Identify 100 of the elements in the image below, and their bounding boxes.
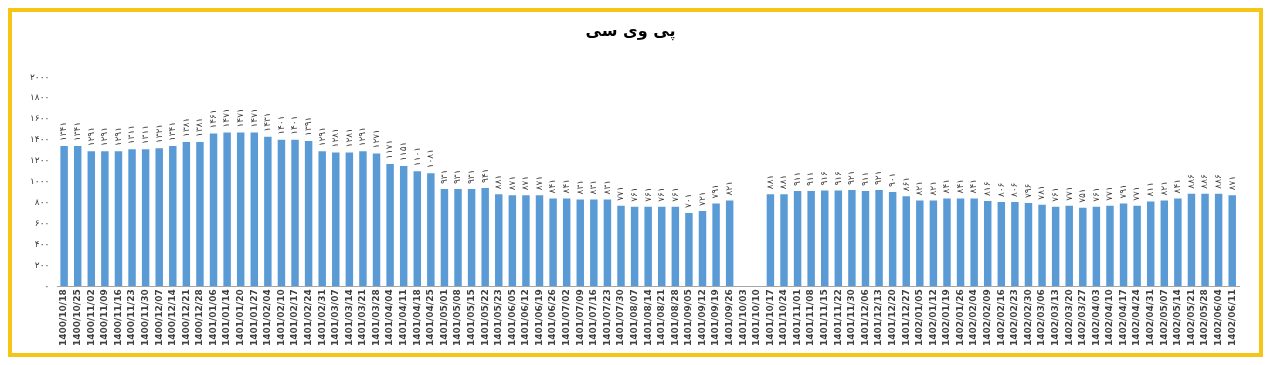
data-label: ۱۲۷۱ xyxy=(370,129,381,149)
data-label: ۹۲۱ xyxy=(873,170,884,186)
x-tick-label: 1401/12/27 xyxy=(900,289,911,346)
data-label: ۸۴۱ xyxy=(954,178,965,194)
y-tick-label: ۰ xyxy=(44,280,50,291)
bar xyxy=(467,188,476,287)
bar xyxy=(658,206,666,287)
x-tick-label: 1402/03/06 xyxy=(1036,289,1047,346)
bar xyxy=(318,151,326,287)
bar xyxy=(386,163,394,287)
data-label: ۸۱۱ xyxy=(1145,182,1156,197)
bar xyxy=(698,210,707,287)
x-tick-label: 1401/05/23 xyxy=(493,289,504,346)
bar xyxy=(1106,205,1114,287)
data-label: ۷۶۱ xyxy=(1049,187,1060,202)
data-label: ۱۴۷۱ xyxy=(235,108,246,128)
bar xyxy=(1214,193,1223,287)
data-label: ۸۴۱ xyxy=(968,178,979,194)
x-tick-label: 1400/12/21 xyxy=(180,289,191,346)
x-tick-label: 1401/09/05 xyxy=(683,289,694,346)
x-tick-label: 1402/04/03 xyxy=(1090,289,1101,346)
y-tick-label: ۱۶۰۰ xyxy=(29,113,50,124)
x-tick-label: 1402/03/20 xyxy=(1063,289,1074,346)
x-tick-label: 1401/07/02 xyxy=(561,289,572,346)
x-tick-label: 1400/12/07 xyxy=(153,289,164,346)
data-label: ۷۰۱ xyxy=(683,193,694,209)
data-label: ۱۴۳۱ xyxy=(262,112,273,132)
data-label: ۸۲۱ xyxy=(1158,180,1169,196)
x-tick-label: 1401/11/01 xyxy=(791,289,802,346)
x-tick-label: 1401/09/12 xyxy=(696,289,707,346)
data-label: ۷۷۱ xyxy=(1104,186,1115,201)
bar xyxy=(725,200,734,287)
x-tick-label: 1402/01/26 xyxy=(954,289,965,346)
data-label: ۷۷۱ xyxy=(1063,186,1074,201)
data-label: ۹۰۱ xyxy=(886,172,897,188)
y-tick-label: ۱۰۰۰ xyxy=(29,176,50,187)
x-tick-label: 1401/06/05 xyxy=(506,289,517,346)
bar xyxy=(440,188,449,287)
bar xyxy=(576,199,584,287)
bar xyxy=(250,132,259,287)
x-tick-label: 1402/04/24 xyxy=(1131,289,1142,346)
data-label: ۸۸۶ xyxy=(1212,174,1223,189)
bar xyxy=(848,190,856,287)
x-tick-label: 1401/01/27 xyxy=(248,289,259,346)
data-label: ۸۷۱ xyxy=(520,175,531,191)
data-label: ۸۲۱ xyxy=(914,180,925,196)
data-label: ۸۰۶ xyxy=(1009,182,1020,198)
data-label: ۸۳۱ xyxy=(601,179,612,195)
bar xyxy=(1174,198,1182,287)
data-label: ۸۸۱ xyxy=(493,174,504,190)
bar xyxy=(562,198,571,287)
x-tick-label: 1401/10/03 xyxy=(737,289,748,346)
data-label: ۸۳۱ xyxy=(574,179,585,195)
data-label: ۹۱۱ xyxy=(791,171,802,187)
bar xyxy=(508,195,517,287)
data-label: ۱۳۸۱ xyxy=(180,117,191,137)
bar xyxy=(495,194,503,287)
bar xyxy=(875,190,883,287)
data-label: ۱۲۹۱ xyxy=(316,126,327,147)
x-tick-label: 1401/01/06 xyxy=(207,289,218,346)
data-label: ۷۲۱ xyxy=(696,191,707,206)
bar xyxy=(60,146,68,287)
data-label: ۱۳۲۱ xyxy=(153,123,164,144)
bar xyxy=(277,139,286,287)
x-tick-label: 1401/11/22 xyxy=(832,289,843,346)
data-label: ۸۴۱ xyxy=(941,178,952,194)
x-tick-label: 1401/04/25 xyxy=(425,289,436,346)
x-tick-label: 1401/10/10 xyxy=(751,289,762,346)
x-tick-label: 1401/07/30 xyxy=(615,289,626,346)
x-tick-label: 1402/05/21 xyxy=(1185,289,1196,346)
data-label: ۱۲۹۱ xyxy=(357,126,368,147)
bar xyxy=(114,151,123,287)
x-tick-label: 1402/03/27 xyxy=(1077,289,1088,346)
y-tick-label: ۶۰۰ xyxy=(34,217,50,228)
x-tick-label: 1402/02/04 xyxy=(968,289,979,346)
x-tick-label: 1401/04/11 xyxy=(398,289,409,346)
data-label: ۱۱۷۱ xyxy=(384,139,395,159)
bar xyxy=(617,205,625,287)
x-tick-label: 1401/05/22 xyxy=(479,289,490,346)
x-tick-label: 1401/05/01 xyxy=(438,289,449,346)
data-label: ۷۶۱ xyxy=(656,187,667,202)
data-label: ۷۶۱ xyxy=(669,187,680,202)
data-label: ۸۷۱ xyxy=(533,175,544,191)
data-label: ۹۴۱ xyxy=(479,168,490,183)
bar xyxy=(1079,207,1087,287)
y-tick-label: ۲۰۰۰ xyxy=(29,71,50,82)
bar xyxy=(1024,203,1033,287)
x-tick-label: 1402/01/19 xyxy=(941,289,952,346)
bar xyxy=(821,190,829,287)
data-label: ۱۳۹۱ xyxy=(302,116,313,136)
bar xyxy=(590,199,598,287)
data-label: ۷۷۱ xyxy=(615,186,626,201)
x-tick-label: 1401/12/06 xyxy=(859,289,870,346)
data-label: ۹۱۱ xyxy=(805,171,816,187)
x-tick-label: 1400/11/30 xyxy=(139,289,150,346)
x-tick-label: 1401/01/14 xyxy=(221,289,232,346)
x-tick-label: 1401/07/23 xyxy=(601,289,612,346)
bar xyxy=(1201,193,1209,287)
x-tick-label: 1401/08/14 xyxy=(642,289,653,346)
x-tick-label: 1401/04/04 xyxy=(384,289,395,346)
